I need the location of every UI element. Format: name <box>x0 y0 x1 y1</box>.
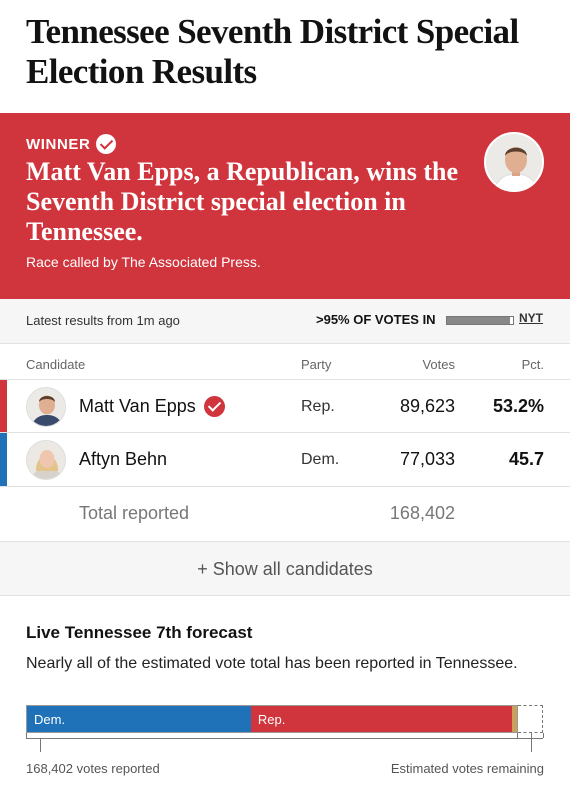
candidate-name: Aftyn Behn <box>79 449 167 470</box>
total-reported-label: Total reported <box>79 503 190 523</box>
candidate-votes: 77,033 <box>399 449 455 469</box>
votes-in-meter-fill <box>447 317 510 324</box>
forecast-bar-dem: Dem. <box>27 706 251 732</box>
show-all-candidates-button[interactable]: + Show all candidates <box>0 541 570 596</box>
winner-avatar <box>484 132 544 192</box>
votes-reported-label: 168,402 votes reported <box>26 761 160 776</box>
bar-bracket-tick <box>517 733 518 738</box>
latest-results-time: Latest results from 1m ago <box>26 313 180 328</box>
page-title: Tennessee Seventh District Special Elect… <box>26 12 519 91</box>
candidate-party: Dem. <box>301 451 340 468</box>
votes-in-meter <box>446 316 514 325</box>
remaining-bracket-line <box>518 738 543 739</box>
column-header-votes: Votes <box>422 357 455 372</box>
votes-remaining-label: Estimated votes remaining <box>390 761 544 776</box>
candidate-votes: 89,623 <box>399 396 455 416</box>
candidate-party: Rep. <box>301 398 335 415</box>
remaining-pointer-tick <box>531 733 532 752</box>
party-color-stripe <box>0 380 7 432</box>
total-row: Total reported 168,402 <box>0 487 570 541</box>
race-called-note: Race called by The Associated Press. <box>26 254 261 270</box>
winner-headline: Matt Van Epps, a Republican, wins the Se… <box>26 157 458 246</box>
person-portrait-icon <box>27 388 65 426</box>
nyt-source-link[interactable]: NYT <box>519 311 543 325</box>
winner-check-icon <box>203 396 225 417</box>
candidate-avatar <box>26 440 66 480</box>
candidate-name-text: Aftyn Behn <box>79 449 168 469</box>
party-color-stripe <box>0 433 7 486</box>
table-row: Aftyn Behn Dem. 77,033 45.7 <box>0 433 570 487</box>
reported-bracket-line <box>26 738 518 739</box>
votes-in-label: >95% OF VOTES IN <box>316 312 436 327</box>
column-header-party: Party <box>301 357 332 372</box>
winner-label: WINNER <box>26 134 117 154</box>
candidate-pct: 45.7 <box>508 449 544 469</box>
forecast-bar-remaining <box>518 705 543 733</box>
column-header-candidate: Candidate <box>26 357 86 372</box>
forecast-bar-other <box>511 706 517 732</box>
winner-label-text: WINNER <box>26 135 91 153</box>
forecast-vote-bar: Dem. Rep. <box>26 705 518 733</box>
person-portrait-icon <box>27 441 65 479</box>
person-portrait-icon <box>486 134 542 190</box>
forecast-title: Live Tennessee 7th forecast <box>26 623 253 642</box>
total-reported-votes: 168,402 <box>389 503 455 523</box>
forecast-bar-rep: Rep. <box>250 706 512 732</box>
winner-banner: WINNER Matt Van Epps, a Republican, wins… <box>0 113 570 299</box>
candidate-avatar <box>26 387 66 427</box>
reported-pointer-tick <box>40 738 41 752</box>
results-status-bar: Latest results from 1m ago >95% OF VOTES… <box>0 299 570 344</box>
candidate-name-text: Matt Van Epps <box>79 396 196 416</box>
bar-bracket-tick <box>26 733 27 738</box>
table-row: Matt Van Epps Rep. 89,623 53.2% <box>0 379 570 433</box>
candidate-name: Matt Van Epps <box>79 396 225 417</box>
bar-bracket-tick <box>543 733 544 738</box>
candidate-pct: 53.2% <box>492 396 544 416</box>
column-header-pct: Pct. <box>521 357 544 372</box>
forecast-description: Nearly all of the estimated vote total h… <box>26 655 518 672</box>
checkmark-icon <box>96 134 117 154</box>
